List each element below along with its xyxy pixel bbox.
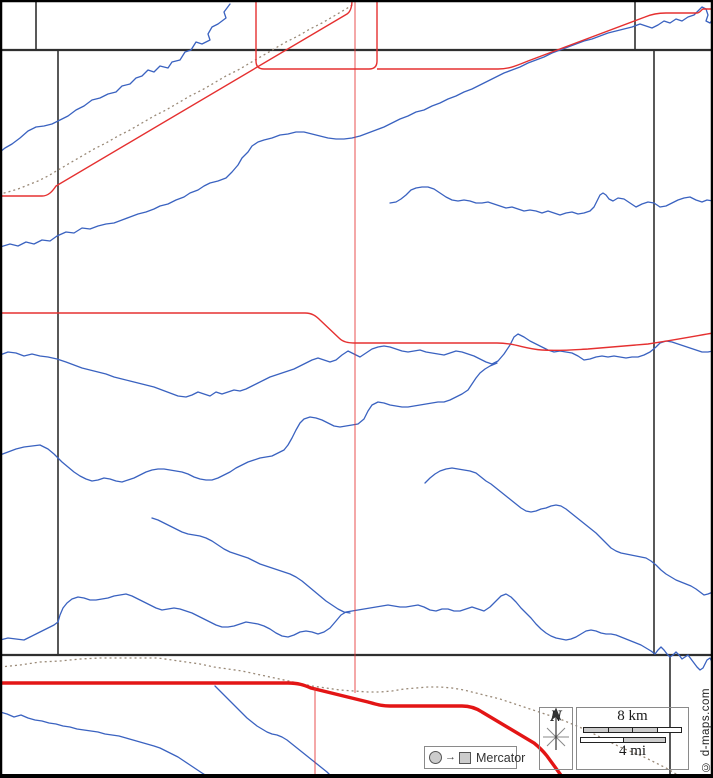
river-mid xyxy=(0,333,713,398)
river-east-horizontal xyxy=(389,186,713,216)
scale-mi-bar xyxy=(580,737,666,743)
river-long-diagonal xyxy=(0,6,713,248)
river-south-horizontal xyxy=(0,593,713,671)
river-southeast xyxy=(424,467,713,596)
globe-icon xyxy=(429,751,442,764)
road-highway-south xyxy=(0,681,565,778)
river-lines xyxy=(0,3,713,778)
flat-map-icon xyxy=(459,751,471,764)
road-top-box xyxy=(255,0,378,70)
projection-label: Mercator xyxy=(476,750,526,765)
projection-indicator: → Mercator xyxy=(424,746,525,769)
road-diagonal-nw xyxy=(0,0,353,197)
river-bottom-left xyxy=(0,711,211,778)
river-south-branch xyxy=(151,517,351,614)
river-northwest xyxy=(0,3,231,153)
projection-arrow-icon: → xyxy=(445,751,456,763)
scale-km-bar xyxy=(583,727,682,733)
copyright: © d-maps.com xyxy=(700,687,712,772)
scale-bar: 8 km 4 mi xyxy=(576,707,689,770)
river-mid-tributary xyxy=(0,362,498,483)
railroad-lines xyxy=(0,0,681,778)
road-mid-horizontal xyxy=(0,312,713,352)
north-indicator: N xyxy=(539,707,573,770)
scale-km-label: 8 km xyxy=(617,708,648,724)
scale-mi-label: 4 mi xyxy=(618,743,647,759)
road-top-east xyxy=(377,8,713,70)
compass-icon xyxy=(543,708,569,750)
river-bottom-creek xyxy=(214,685,334,778)
